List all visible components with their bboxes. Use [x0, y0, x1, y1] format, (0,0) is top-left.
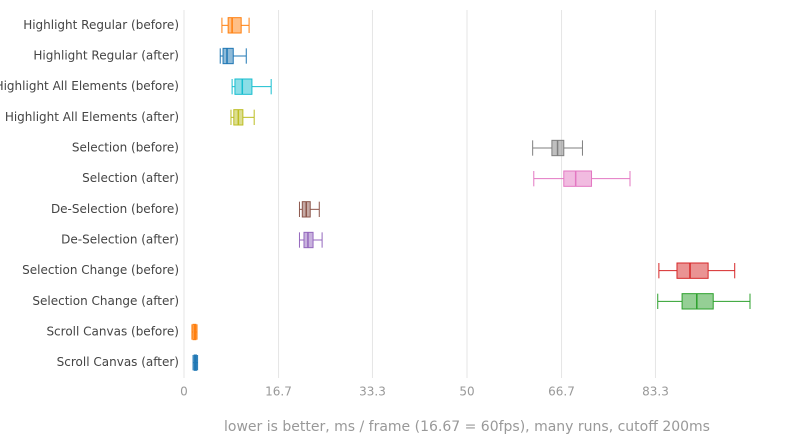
box: [676, 262, 709, 279]
box: [681, 293, 714, 310]
x-tick-label: 50: [459, 385, 474, 399]
y-tick-label: Selection Change (after): [32, 294, 179, 308]
y-tick-label: De-Selection (before): [51, 202, 179, 216]
x-tick-label: 16.7: [265, 385, 292, 399]
box: [222, 47, 234, 65]
y-tick-label: Selection Change (before): [22, 263, 179, 277]
y-tick-label: Selection (after): [82, 171, 179, 185]
x-tick-label: 66.7: [548, 385, 575, 399]
x-axis-title: lower is better, ms / frame (16.67 = 60f…: [224, 419, 710, 435]
y-tick-label: Highlight Regular (before): [23, 18, 179, 32]
x-tick-label: 0: [180, 385, 188, 399]
box: [234, 78, 253, 95]
y-tick-label: Highlight All Elements (before): [0, 79, 179, 93]
y-tick-label: Scroll Canvas (after): [57, 355, 179, 369]
box: [227, 17, 242, 34]
box: [563, 170, 593, 187]
y-tick-label: Selection (before): [72, 141, 179, 155]
y-tick-label: Highlight All Elements (after): [5, 110, 179, 124]
y-tick-label: Scroll Canvas (before): [46, 325, 179, 339]
y-tick-label: Highlight Regular (after): [33, 49, 179, 63]
x-tick-label: 33.3: [359, 385, 386, 399]
y-tick-label: De-Selection (after): [61, 233, 179, 247]
x-tick-label: 83.3: [642, 385, 669, 399]
